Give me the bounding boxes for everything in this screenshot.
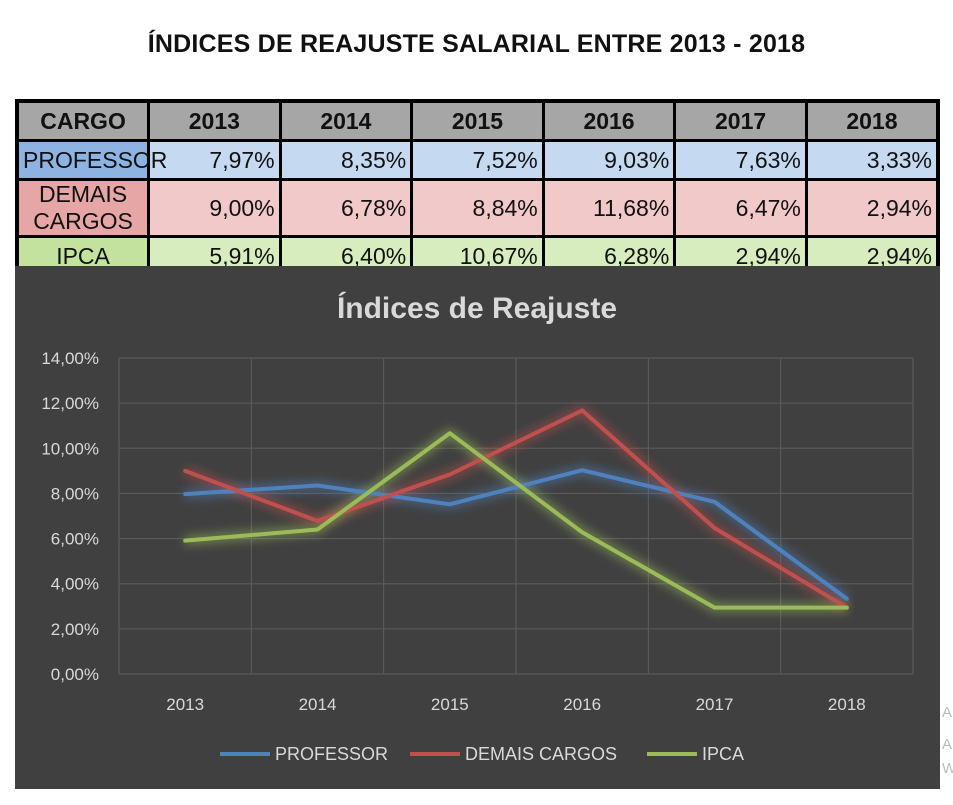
table-cell: 6,47% bbox=[673, 178, 808, 238]
table-cell: 9,00% bbox=[147, 178, 282, 238]
row-label: DEMAIS CARGOS bbox=[15, 178, 151, 238]
table-row: PROFESSOR 7,97% 8,35% 7,52% 9,03% 7,63% … bbox=[15, 139, 940, 181]
header-year: 2016 bbox=[541, 99, 677, 142]
y-tick-label: 4,00% bbox=[51, 575, 99, 594]
x-tick-label: 2016 bbox=[563, 695, 601, 714]
table-header-row: CARGO 2013 2014 2015 2016 2017 2018 bbox=[15, 99, 940, 142]
chart-title: Índices de Reajuste bbox=[337, 291, 617, 325]
table-cell: 7,97% bbox=[147, 139, 282, 181]
header-cargo: CARGO bbox=[15, 99, 151, 142]
legend-label: PROFESSOR bbox=[275, 744, 388, 764]
header-year: 2017 bbox=[673, 99, 808, 142]
side-letter: A bbox=[942, 704, 953, 721]
x-tick-label: 2014 bbox=[299, 695, 337, 714]
table-row: DEMAIS CARGOS 9,00% 6,78% 8,84% 11,68% 6… bbox=[15, 178, 940, 238]
y-tick-label: 2,00% bbox=[51, 620, 99, 639]
table-cell: 7,63% bbox=[673, 139, 808, 181]
table-cell: 11,68% bbox=[541, 178, 677, 238]
table-cell: 8,35% bbox=[278, 139, 414, 181]
line-chart: Índices de Reajuste 0,00% 2,00% 4,00% 6,00%… bbox=[15, 266, 940, 789]
chart-svg: Índices de Reajuste 0,00% 2,00% 4,00% 6,00%… bbox=[41, 291, 914, 764]
table-cell: 8,84% bbox=[410, 178, 545, 238]
side-letter: A bbox=[942, 736, 953, 753]
salary-table: CARGO 2013 2014 2015 2016 2017 2018 PROF… bbox=[15, 99, 940, 278]
y-tick-label: 12,00% bbox=[41, 394, 99, 413]
table-cell: 3,33% bbox=[804, 139, 940, 181]
y-tick-label: 14,00% bbox=[41, 349, 99, 368]
table-cell: 9,03% bbox=[541, 139, 677, 181]
x-tick-label: 2018 bbox=[828, 695, 866, 714]
x-tick-label: 2017 bbox=[696, 695, 734, 714]
header-year: 2015 bbox=[410, 99, 545, 142]
series-line-ipca bbox=[183, 431, 849, 610]
series-line-demais-cargos bbox=[183, 408, 849, 610]
header-year: 2013 bbox=[147, 99, 282, 142]
y-tick-label: 8,00% bbox=[51, 484, 99, 503]
y-tick-label: 10,00% bbox=[41, 439, 99, 458]
x-tick-label: 2013 bbox=[166, 695, 204, 714]
series-line-professor bbox=[183, 468, 849, 601]
y-tick-label: 6,00% bbox=[51, 530, 99, 549]
page-title: ÍNDICES DE REAJUSTE SALARIAL ENTRE 2013 … bbox=[147, 30, 806, 58]
side-letter: W bbox=[942, 760, 953, 777]
legend-label: IPCA bbox=[702, 744, 744, 764]
table-cell: 7,52% bbox=[410, 139, 545, 181]
header-year: 2018 bbox=[804, 99, 940, 142]
x-tick-label: 2015 bbox=[431, 695, 469, 714]
row-label: PROFESSOR bbox=[15, 139, 167, 181]
table-cell: 2,94% bbox=[804, 178, 940, 238]
legend-label: DEMAIS CARGOS bbox=[465, 744, 617, 764]
y-tick-label: 0,00% bbox=[51, 665, 99, 684]
table-cell: 6,78% bbox=[278, 178, 414, 238]
header-year: 2014 bbox=[278, 99, 414, 142]
